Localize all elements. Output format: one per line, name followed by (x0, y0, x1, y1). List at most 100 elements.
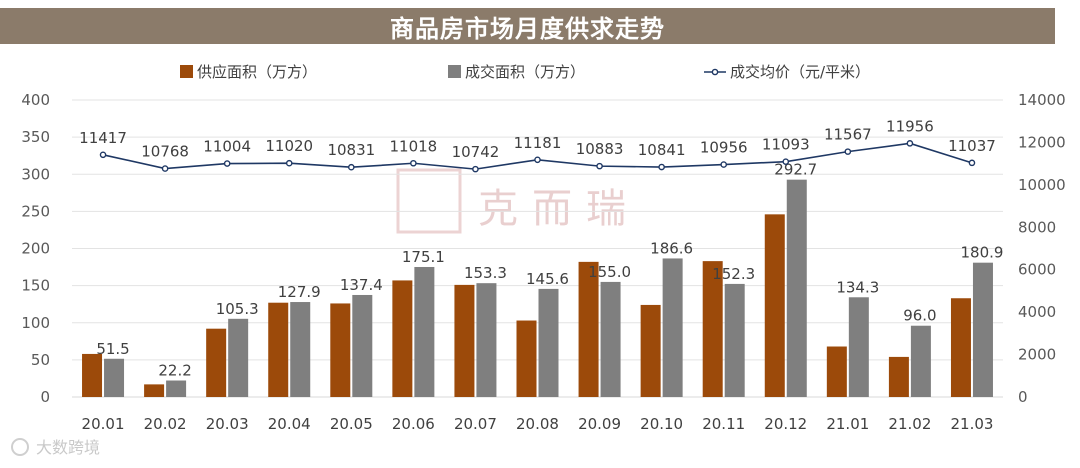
x-tick: 20.12 (764, 415, 807, 433)
x-tick: 20.11 (702, 415, 745, 433)
price-point (534, 156, 541, 164)
corner-watermark: 大数跨境 (36, 438, 100, 457)
legend-swatch-deal (448, 65, 461, 78)
price-label: 11018 (390, 137, 438, 155)
bar-supply (516, 320, 537, 397)
x-tick: 21.01 (826, 415, 869, 433)
price-label: 10883 (576, 140, 624, 158)
bar-deal-label: 51.5 (96, 340, 129, 358)
legend-marker-price (711, 68, 719, 76)
bar-deal (910, 325, 931, 397)
x-tick: 20.06 (392, 415, 435, 433)
bar-deal-label: 180.9 (960, 244, 1003, 262)
bar-deal (352, 294, 373, 397)
bar-deal (972, 262, 993, 397)
legend-label-deal: 成交面积（万方） (465, 63, 585, 81)
legend-label-supply: 供应面积（万方） (197, 63, 317, 81)
price-label: 10742 (452, 143, 500, 161)
bar-deal-label: 105.3 (216, 300, 259, 318)
bar-supply (950, 298, 971, 397)
y-right-tick: 2000 (1018, 346, 1056, 364)
bar-deal-label: 152.3 (712, 265, 755, 283)
legend-swatch-supply (180, 65, 193, 78)
bar-supply (826, 346, 847, 397)
x-tick: 20.07 (454, 415, 497, 433)
bar-deal (228, 318, 249, 397)
price-point (596, 162, 603, 170)
price-point (347, 163, 355, 171)
y-right-tick: 14000 (1018, 91, 1066, 109)
price-label: 10831 (327, 141, 375, 159)
bar-deal (538, 288, 559, 397)
y-right-tick: 6000 (1018, 261, 1056, 279)
y-left-tick: 50 (31, 351, 50, 369)
price-label: 11567 (824, 126, 872, 144)
corner-logo-icon (11, 438, 29, 456)
bar-deal-label: 22.2 (158, 362, 191, 380)
price-point (410, 159, 417, 167)
bar-deal-label: 145.6 (526, 270, 569, 288)
price-label: 10768 (141, 143, 189, 161)
bar-supply (82, 353, 103, 397)
bar-deal (414, 266, 435, 397)
bar-deal-label: 137.4 (340, 276, 383, 294)
price-point (720, 161, 728, 168)
y-right-tick: 8000 (1018, 218, 1056, 236)
x-tick: 20.08 (516, 415, 559, 433)
bar-deal-label: 96.0 (903, 307, 936, 325)
x-tick: 20.03 (206, 415, 249, 433)
bar-deal (290, 302, 311, 397)
bar-deal-label: 127.9 (278, 283, 321, 301)
price-label: 10841 (638, 141, 686, 159)
bar-deal (662, 258, 683, 397)
price-point (161, 165, 169, 172)
price-label: 11417 (79, 129, 127, 147)
y-right-tick: 10000 (1018, 176, 1066, 194)
y-left-tick: 150 (21, 277, 50, 295)
y-left-tick: 250 (21, 202, 50, 220)
x-tick: 20.01 (82, 415, 125, 433)
bar-supply (454, 284, 475, 397)
price-point (472, 165, 479, 173)
y-left-tick: 350 (21, 128, 50, 146)
y-right-tick: 12000 (1018, 133, 1066, 151)
y-right-tick: 0 (1018, 388, 1028, 406)
bar-deal (476, 283, 497, 397)
price-label: 10956 (700, 139, 748, 157)
bar-deal-label: 153.3 (464, 264, 507, 282)
price-label: 11004 (203, 138, 251, 156)
price-point (968, 159, 976, 167)
bar-deal (724, 283, 745, 397)
price-point (844, 148, 852, 155)
bar-deal-label: 175.1 (402, 248, 445, 266)
price-point (906, 140, 914, 147)
price-label: 11956 (886, 117, 934, 135)
x-tick: 20.04 (268, 415, 311, 433)
title-bar: 商品房市场月度供求走势 (0, 8, 1055, 44)
bar-deal (848, 297, 869, 397)
price-label: 11093 (762, 136, 810, 154)
x-tick: 21.03 (950, 415, 993, 433)
x-tick: 20.10 (640, 415, 683, 433)
bar-deal (104, 358, 125, 397)
bar-supply (144, 384, 165, 397)
bar-deal (786, 179, 807, 397)
y-left-tick: 0 (40, 388, 50, 406)
price-label: 11181 (514, 134, 562, 152)
bar-supply (392, 280, 413, 397)
price-point (658, 163, 665, 171)
price-label: 11020 (265, 137, 313, 155)
price-point (99, 151, 107, 159)
x-tick: 20.02 (144, 415, 187, 433)
x-tick: 20.09 (578, 415, 621, 433)
y-left-tick: 300 (21, 165, 50, 183)
bar-supply (702, 261, 723, 397)
price-point (223, 160, 231, 167)
watermark-text: 克而瑞 (478, 186, 640, 232)
x-tick: 21.02 (888, 415, 931, 433)
bar-deal-label: 155.0 (588, 263, 631, 281)
bar-deal (600, 281, 621, 397)
bar-supply (764, 214, 785, 397)
